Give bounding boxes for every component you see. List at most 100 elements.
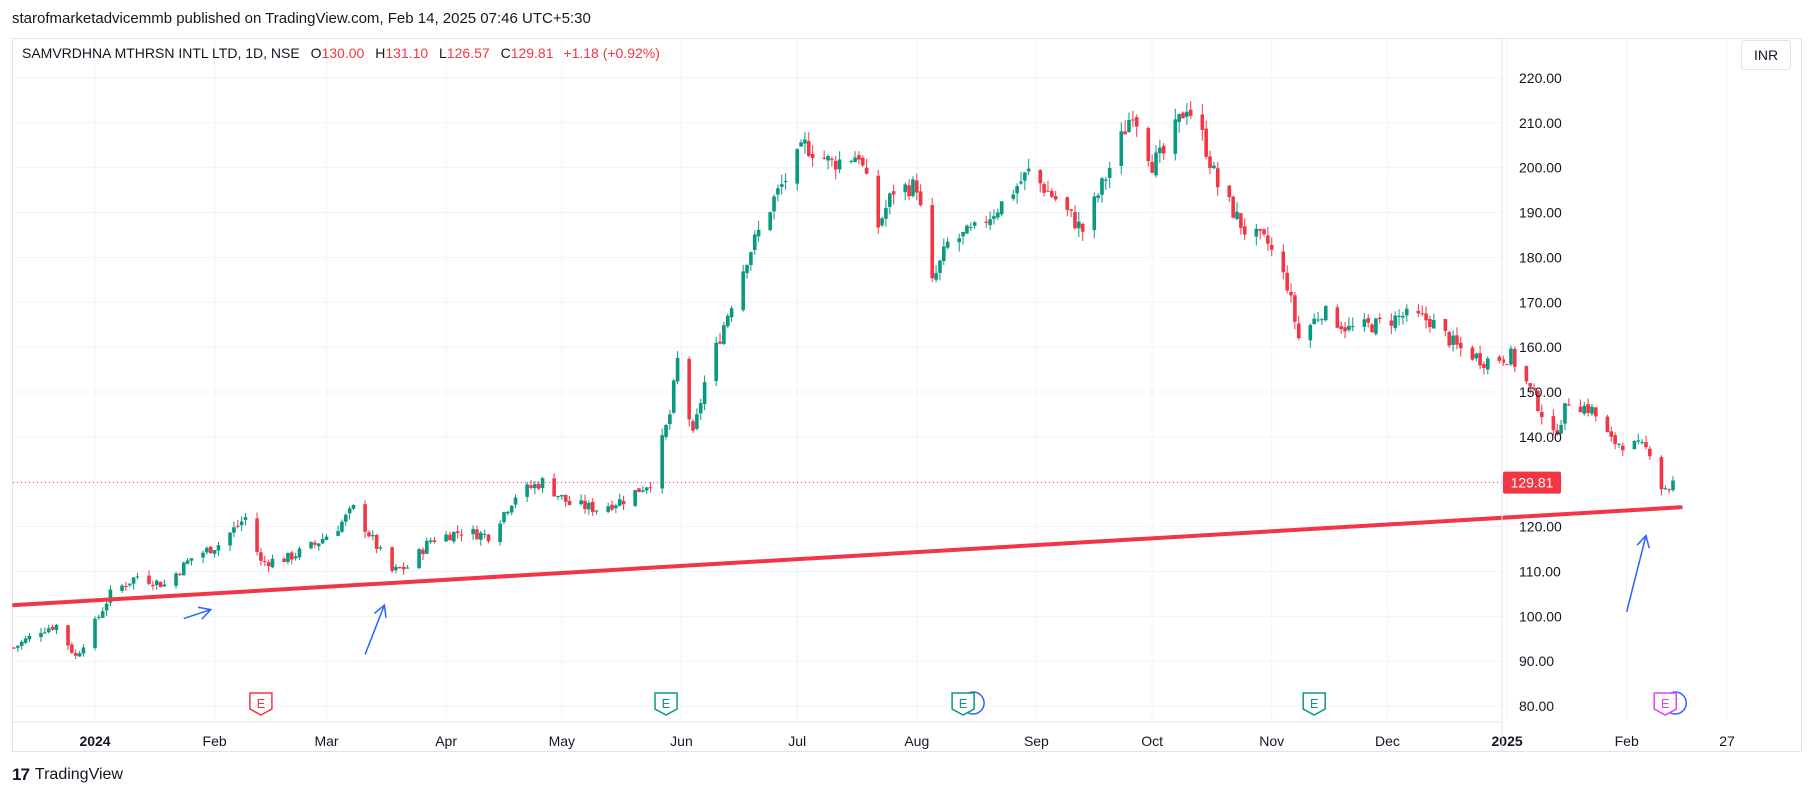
candle [783, 173, 788, 190]
candle [70, 642, 74, 654]
candle [174, 571, 178, 589]
candle [282, 556, 286, 563]
candle [1293, 291, 1297, 330]
candle [1019, 171, 1023, 185]
candle-body [1559, 424, 1563, 434]
candle-body [1239, 213, 1243, 228]
candle-body [1065, 197, 1070, 210]
candle-body [289, 552, 294, 560]
candle [1366, 313, 1370, 328]
high-value: 131.10 [385, 45, 429, 61]
candle [425, 537, 429, 555]
high-label: H [375, 45, 386, 61]
candle [135, 572, 140, 580]
candle-body [1231, 196, 1235, 218]
candle-body [1659, 456, 1664, 490]
candle-body [1158, 147, 1162, 154]
candle-body [1578, 406, 1583, 413]
currency-button[interactable]: INR [1741, 40, 1791, 70]
candle [1107, 161, 1112, 188]
candle-body [93, 618, 97, 648]
candle-body [660, 435, 664, 489]
candle-body [1416, 310, 1421, 314]
candle-body [857, 155, 861, 160]
candle [324, 534, 329, 541]
candle [884, 199, 888, 227]
candle-body [1335, 307, 1340, 328]
candle [938, 259, 942, 281]
candle-body [1312, 318, 1316, 325]
earnings-marker[interactable]: E [1302, 692, 1326, 716]
candle-body [178, 573, 182, 575]
candle [1069, 209, 1073, 218]
earnings-marker[interactable]: E [249, 692, 273, 716]
candle-body [1096, 195, 1100, 198]
candle [367, 530, 371, 538]
candle-body [1323, 306, 1328, 321]
candle [486, 533, 491, 544]
tradingview-logo[interactable]: 17 TradingView [12, 765, 123, 785]
candle [162, 579, 167, 588]
candle [1023, 171, 1027, 191]
candle [587, 500, 591, 515]
candle [945, 237, 950, 250]
candle [803, 132, 807, 154]
candle-body [745, 265, 749, 274]
candle-body [1296, 323, 1301, 339]
candle-body [97, 616, 101, 618]
candle-body [644, 487, 649, 491]
candle-body [1636, 440, 1641, 442]
candle [610, 500, 614, 512]
candle [621, 495, 626, 511]
candle [583, 494, 587, 514]
candle [1065, 196, 1070, 217]
candle [996, 208, 1000, 221]
candle-body [1285, 272, 1289, 291]
candle [147, 570, 151, 586]
candle-body [1258, 228, 1262, 231]
candle [1497, 355, 1502, 364]
x-tick-label: Oct [1141, 733, 1163, 749]
candle-body [540, 478, 545, 489]
candle-body [621, 500, 626, 505]
candle-body [444, 534, 448, 542]
candle-body [1080, 223, 1085, 232]
candle-body [1478, 353, 1482, 366]
candle [19, 640, 24, 650]
candle [270, 554, 275, 569]
candle [54, 624, 59, 635]
candle-body [972, 222, 977, 226]
candle-body [1177, 114, 1181, 123]
earnings-marker[interactable]: E [951, 691, 985, 716]
earnings-marker[interactable]: E [1653, 691, 1688, 716]
symbol-title[interactable]: SAMVRDHNA MTHRSN INTL LTD, 1D, NSE [22, 45, 300, 61]
candle-body [363, 504, 367, 532]
candle-body [124, 585, 128, 587]
candle-body [1404, 308, 1409, 316]
candle-body [641, 490, 645, 492]
candle [675, 351, 680, 385]
candle-body [590, 501, 595, 513]
candle-body [1339, 326, 1343, 330]
candle-body [749, 252, 753, 265]
candle [340, 519, 344, 534]
candle [1262, 228, 1266, 237]
candle [320, 533, 325, 544]
earnings-marker[interactable]: E [654, 692, 678, 716]
candle [853, 151, 857, 163]
candle-body [1015, 186, 1019, 194]
candle-body [969, 227, 973, 229]
candle-body [1377, 317, 1382, 320]
candle-body [293, 556, 298, 559]
candle-body [529, 485, 533, 488]
candle [725, 313, 730, 328]
candle-body [1227, 185, 1232, 198]
candle-body [587, 502, 591, 510]
candle [1370, 322, 1374, 333]
candle [1447, 331, 1452, 348]
candle [1397, 309, 1401, 326]
candle [1073, 205, 1077, 230]
candle [1536, 389, 1540, 413]
candle [243, 512, 248, 526]
